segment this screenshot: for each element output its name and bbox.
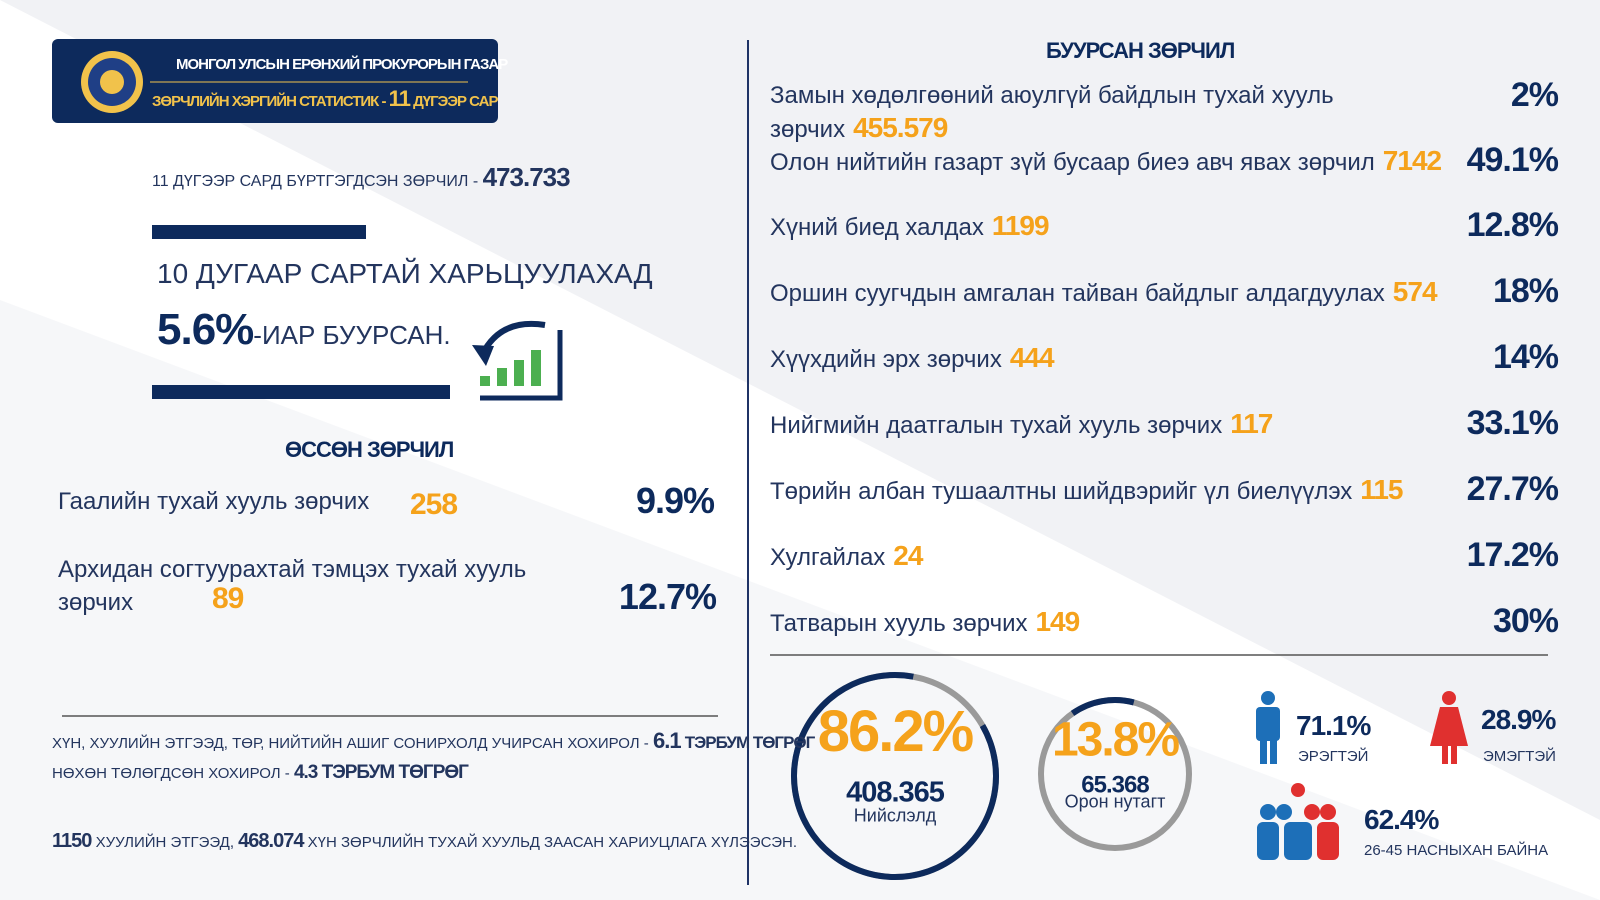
decreased-row: Төрийн албан тушаалтны шийдвэрийг үл бие… — [770, 474, 1403, 506]
damage-unit: ТЭРБУМ ТӨГРӨГ — [684, 733, 816, 752]
group-icon — [1257, 783, 1339, 860]
decreased-title: БУУРСАН ЗӨРЧИЛ — [1046, 38, 1235, 63]
comparison: 10 ДУГААР САРТАЙ ХАРЬЦУУЛАХАД — [157, 258, 653, 289]
decreased-row: Хулгайлах 24 — [770, 540, 923, 572]
change-value: 5.6% — [157, 305, 254, 354]
age-percent: 62.4% — [1364, 804, 1439, 835]
registered: 11 ДҮГЭЭР САРД БҮРТГЭГДСЭН ЗӨРЧИЛ - 473.… — [152, 162, 571, 193]
change: 5.6%-ИАР БУУРСАН. — [157, 305, 451, 355]
decreased-row: Оршин суугчдын амгалан тайван байдлыг ал… — [770, 276, 1438, 308]
decreased-percent: 33.1% — [1466, 404, 1559, 442]
decreased-count: 1199 — [991, 210, 1050, 241]
header-subtitle: ЗӨРЧЛИЙН ХЭРГИЙН СТАТИСТИК - 11 ДҮГЭЭР С… — [152, 86, 498, 112]
registered-label: 11 ДҮГЭЭР САРД БҮРТГЭГДСЭН ЗӨРЧИЛ - — [152, 173, 479, 190]
paid-value: 4.3 ТЭРБУМ ТӨГРӨГ — [293, 762, 469, 783]
persons-text: ХҮН ЗӨРЧЛИЙН ТУХАЙ ХУУЛЬД ЗААСАН ХАРИУЦЛ… — [307, 834, 798, 851]
decreased-row: Замын хөдөлгөөний аюулгүй байдлын тухай … — [770, 80, 1430, 146]
trend-icon — [472, 320, 563, 401]
month-number: 11 — [388, 86, 411, 111]
increased-label: Гаалийн тухай хууль зөрчих — [58, 488, 370, 515]
decreased-count: 117 — [1230, 408, 1273, 439]
decreased-row: Олон нийтийн газарт зүй бусаар биеэ авч … — [770, 145, 1442, 177]
change-text: -ИАР БУУРСАН. — [253, 320, 451, 350]
decreased-count: 115 — [1360, 474, 1403, 505]
liability: 1150 ХУУЛИЙН ЭТГЭЭД, 468.074 ХҮН ЗӨРЧЛИЙ… — [52, 830, 797, 853]
decreased-percent: 14% — [1492, 338, 1559, 376]
female-icon — [1430, 691, 1468, 764]
decreased-count: 455.579 — [853, 112, 948, 143]
registered-value: 473.733 — [482, 162, 571, 192]
increased-label: Архидан согтуурахтай тэмцэх тухай хууль … — [58, 556, 527, 616]
increased-count: 258 — [410, 488, 458, 521]
decreased-percent: 30% — [1492, 602, 1559, 640]
emblem — [100, 70, 124, 94]
decreased-count: 574 — [1392, 276, 1438, 307]
female-percent: 28.9% — [1481, 704, 1556, 735]
ring-share: 86.2% — [818, 699, 974, 764]
damage-value: 6.1 — [652, 728, 682, 753]
damage: ХҮН, ХУУЛИЙН ЭТГЭЭД, ТӨР, НИЙТИЙН АШИГ С… — [52, 728, 816, 754]
decreased-row: Нийгмийн даатгалын тухай хууль зөрчих 117 — [770, 408, 1273, 440]
subtitle: ЗӨРЧЛИЙН ХЭРГИЙН СТАТИСТИК - — [152, 93, 386, 110]
ring-count: 408.365 — [846, 776, 945, 808]
decreased-label: Хүүхдийн эрх зөрчих — [770, 346, 1002, 373]
decreased-row: Хүүхдийн эрх зөрчих 444 — [770, 342, 1055, 374]
ring-name: Орон нутагт — [1065, 791, 1166, 811]
org-name: МОНГОЛ УЛСЫН ЕРӨНХИЙ ПРОКУРОРЫН ГАЗАР — [176, 56, 508, 73]
ring-share: 13.8% — [1052, 714, 1179, 767]
header-banner — [52, 39, 498, 123]
ring-count: 65.368 — [1081, 772, 1149, 799]
damage-label: ХҮН, ХУУЛИЙН ЭТГЭЭД, ТӨР, НИЙТИЙН АШИГ С… — [52, 735, 649, 752]
decreased-percent: 17.2% — [1466, 536, 1559, 574]
decreased-percent: 27.7% — [1466, 470, 1559, 508]
decreased-label: Хүний биед халдах — [770, 214, 984, 241]
male-percent: 71.1% — [1296, 710, 1371, 741]
deco-bar — [152, 385, 450, 399]
decreased-count: 149 — [1035, 606, 1080, 637]
decreased-percent: 18% — [1492, 272, 1559, 310]
age-label: 26-45 НАСНЫХАН БАЙНА — [1364, 842, 1549, 859]
decreased-percent: 49.1% — [1466, 141, 1559, 179]
persons: 468.074 — [238, 830, 304, 852]
decreased-label: Татварын хууль зөрчих — [770, 610, 1028, 637]
decreased-percent: 2% — [1510, 76, 1559, 114]
ring-arc — [791, 672, 999, 880]
increased-title: ӨССӨН ЗӨРЧИЛ — [285, 437, 454, 462]
deco-bar — [152, 225, 366, 239]
bg-shape — [0, 0, 1600, 820]
decreased-label: Оршин суугчдын амгалан тайван байдлыг ал… — [770, 280, 1385, 307]
paid-label: НӨХӨН ТӨЛӨГДСӨН ХОХИРОЛ - — [52, 765, 290, 782]
decreased-count: 444 — [1009, 342, 1055, 373]
month-word: ДҮГЭЭР САР — [413, 93, 498, 110]
decreased-count: 7142 — [1382, 145, 1442, 176]
entities-text: ХУУЛИЙН ЭТГЭЭД, — [95, 834, 234, 851]
increased-percent: 9.9% — [635, 480, 715, 521]
paid: НӨХӨН ТӨЛӨГДСӨН ХОХИРОЛ - 4.3 ТЭРБУМ ТӨГ… — [52, 762, 469, 784]
decreased-label: Хулгайлах — [770, 544, 886, 571]
decreased-label: Замын хөдөлгөөний аюулгүй байдлын тухай … — [770, 82, 1334, 143]
decreased-row: Хүний биед халдах 1199 — [770, 210, 1050, 242]
decreased-label: Төрийн албан тушаалтны шийдвэрийг үл бие… — [770, 478, 1353, 505]
decreased-percent: 12.8% — [1466, 206, 1559, 244]
ring-name: Нийслэлд — [854, 805, 937, 825]
decreased-label: Нийгмийн даатгалын тухай хууль зөрчих — [770, 412, 1223, 439]
entities: 1150 — [52, 830, 92, 852]
increased-count: 89 — [212, 582, 244, 615]
male-label: ЭРЭГТЭЙ — [1298, 748, 1369, 765]
increased-percent: 12.7% — [618, 576, 717, 617]
decreased-label: Олон нийтийн газарт зүй бусаар биеэ авч … — [770, 149, 1375, 176]
decreased-row: Татварын хууль зөрчих 149 — [770, 606, 1080, 638]
bg-shape — [0, 300, 1600, 900]
female-label: ЭМЭГТЭЙ — [1483, 748, 1556, 765]
decreased-count: 24 — [893, 540, 923, 571]
male-icon — [1256, 691, 1280, 764]
